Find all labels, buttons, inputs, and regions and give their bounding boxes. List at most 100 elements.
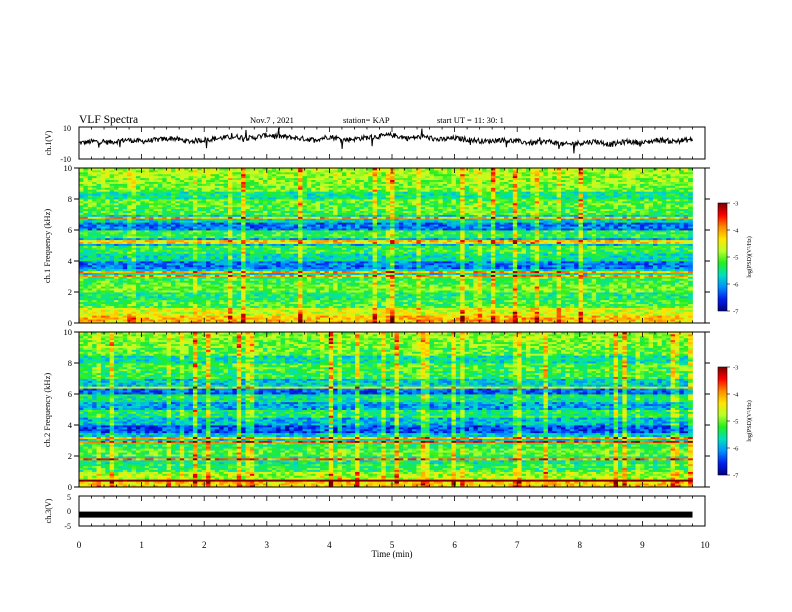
spectrogram-cell xyxy=(495,276,501,279)
spectrogram-cell xyxy=(197,284,203,287)
spectrogram-cell xyxy=(574,317,579,320)
spectrogram-cell xyxy=(653,282,658,285)
spectrogram-cell xyxy=(385,321,391,324)
spectrogram-cell xyxy=(241,276,246,279)
spectrogram-cell xyxy=(341,292,347,295)
ch1-waveform-panel: 10 -10 ch.1(V) xyxy=(44,124,706,164)
spectrogram-cell xyxy=(674,270,680,274)
spectrogram-cell xyxy=(626,272,632,275)
spectrogram-cell xyxy=(219,303,224,306)
spectrogram-cell xyxy=(157,295,163,299)
spectrogram-cell xyxy=(648,297,654,301)
spectrogram-cell xyxy=(372,321,378,324)
spectrogram-cell xyxy=(543,284,549,287)
spectrogram-cell xyxy=(679,288,685,291)
spectrogram-cell xyxy=(372,307,378,310)
spectrogram-cell xyxy=(333,299,338,303)
spectrogram-cell xyxy=(604,278,610,281)
spectrogram-cell xyxy=(600,311,606,314)
spectrogram-cell xyxy=(219,268,224,272)
spectrogram-cell xyxy=(135,311,141,314)
spectrogram-cell xyxy=(162,262,168,266)
spectrogram-cell xyxy=(429,317,435,320)
spectrogram-cell xyxy=(320,317,325,320)
spectrogram-cell xyxy=(661,262,667,266)
spectrogram-cell xyxy=(298,262,303,266)
spectrogram-cell xyxy=(320,315,325,318)
spectrogram-cell xyxy=(679,297,685,301)
spectrogram-cell xyxy=(249,261,255,264)
spectrogram-cell xyxy=(201,262,207,266)
spectrogram-cell xyxy=(530,264,536,268)
spectrogram-cell xyxy=(543,299,549,303)
spectrogram-cell xyxy=(490,311,496,314)
spectrogram-cell xyxy=(539,321,544,324)
spectrogram-cell xyxy=(105,262,111,266)
spectrogram-cell xyxy=(105,301,111,305)
spectrogram-cell xyxy=(539,309,544,312)
spectrogram-cell xyxy=(223,301,229,305)
spectrogram-cell xyxy=(679,278,685,281)
spectrogram-cell xyxy=(460,266,466,270)
spectrogram-cell xyxy=(482,274,487,277)
spectrogram-cell xyxy=(241,319,246,322)
spectrogram-cell xyxy=(477,299,483,303)
spectrogram-cell xyxy=(341,288,347,291)
spectrogram-cell xyxy=(227,321,233,324)
spectrogram-cell xyxy=(206,307,211,310)
spectrogram-cell xyxy=(578,297,584,301)
spectrogram-cell xyxy=(539,282,544,285)
spectrogram-cell xyxy=(254,290,260,293)
spectrogram-cell xyxy=(495,295,501,299)
spectrogram-cell xyxy=(407,262,413,266)
spectrogram-cell xyxy=(179,288,185,291)
spectrogram-cell xyxy=(582,293,588,297)
spectrogram-cell xyxy=(131,286,137,289)
spectrogram-cell xyxy=(552,270,558,274)
spectrogram-cell xyxy=(320,307,325,310)
spectrogram-cell xyxy=(473,288,479,291)
spectrogram-cell xyxy=(442,268,448,272)
spectrogram-cell xyxy=(109,288,115,291)
spectrogram-cell xyxy=(149,264,154,268)
spectrogram-cell xyxy=(547,278,553,281)
spectrogram-cell xyxy=(530,272,536,275)
spectrogram-cell xyxy=(135,307,141,310)
spectrogram-cell xyxy=(543,303,549,306)
spectrogram-cell xyxy=(552,319,558,322)
spectrogram-cell xyxy=(412,297,417,301)
spectrogram-cell xyxy=(293,319,299,322)
spectrogram-cell xyxy=(114,272,119,275)
spectrogram-cell xyxy=(486,295,492,299)
spectrogram-cell xyxy=(499,315,505,318)
spectrogram-cell xyxy=(604,272,610,275)
spectrogram-cell xyxy=(267,309,273,312)
spectrogram-cell xyxy=(346,272,352,275)
spectrogram-cell xyxy=(635,297,641,301)
spectrogram-cell xyxy=(315,315,321,318)
spectrogram-cell xyxy=(661,290,667,293)
spectrogram-cell xyxy=(350,301,356,305)
spectrogram-cell xyxy=(530,295,536,299)
spectrogram-cell xyxy=(241,266,246,270)
spectrogram-cell xyxy=(289,299,295,303)
spectrogram-cell xyxy=(210,280,216,283)
spectrogram-cell xyxy=(184,313,189,316)
spectrogram-cell xyxy=(245,292,251,295)
spectrogram-cell xyxy=(473,301,479,305)
spectrogram-cell xyxy=(258,293,264,297)
spectrogram-cell xyxy=(442,282,448,285)
spectrogram-cell xyxy=(587,295,593,299)
spectrogram-cell xyxy=(385,299,391,303)
spectrogram-cell xyxy=(530,305,536,308)
spectrogram-cell xyxy=(420,274,426,277)
spectrogram-cell xyxy=(617,264,623,268)
spectrogram-cell xyxy=(372,286,378,289)
spectrogram-cell xyxy=(407,288,413,291)
spectrogram-cell xyxy=(565,274,571,277)
spectrogram-cell xyxy=(609,284,614,287)
spectrogram-cell xyxy=(162,268,168,272)
spectrogram-cell xyxy=(192,315,198,318)
spectrogram-cell xyxy=(578,305,584,308)
spectrogram-cell xyxy=(140,305,146,308)
